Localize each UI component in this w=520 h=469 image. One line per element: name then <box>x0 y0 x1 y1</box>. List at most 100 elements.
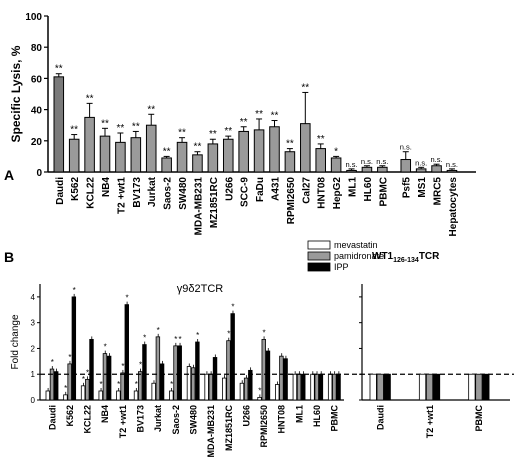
x-tick-label-b: HL60 <box>312 405 322 427</box>
star-b: * <box>157 326 160 335</box>
legend-label: mevastatin <box>334 240 378 250</box>
bar-b <box>71 296 77 401</box>
bar-a <box>346 169 357 173</box>
significance-label-a: ** <box>301 82 309 93</box>
bar-b <box>222 377 227 401</box>
bar-a <box>377 166 388 173</box>
bar-b2 <box>432 373 441 401</box>
bar-b <box>279 355 284 401</box>
bar-b <box>106 355 112 401</box>
bar-a <box>115 141 126 173</box>
bar-b <box>239 382 245 401</box>
bar-b <box>173 345 178 401</box>
bar-b <box>54 371 59 401</box>
title-suffix-b2: TCR <box>419 251 440 262</box>
title-main-b2: WT1 <box>372 251 394 262</box>
y-axis-label-a: Specific Lysis, % <box>9 45 23 142</box>
significance-label-a: n.s. <box>415 158 427 167</box>
y-tick-label-b: 0 <box>31 396 36 405</box>
star-b: * <box>68 353 71 362</box>
x-tick-label-a: KCL22 <box>86 177 97 209</box>
y-tick-label-b: 2 <box>31 344 36 353</box>
star-b: * <box>126 294 129 303</box>
star-b: * <box>51 358 54 367</box>
bar-b <box>98 390 103 401</box>
bar-b2 <box>468 373 476 401</box>
significance-label-a: ** <box>86 93 94 104</box>
chart-title-b: γ9δ2TCR <box>177 283 224 295</box>
bar-b <box>138 371 143 401</box>
star-b: * <box>82 375 85 384</box>
bar-b <box>85 378 90 401</box>
significance-label-a: * <box>334 146 338 157</box>
bar-b2 <box>376 373 384 401</box>
bar-b <box>336 373 341 401</box>
significance-label-a: ** <box>132 121 140 132</box>
significance-label-a: ** <box>147 104 155 115</box>
significance-label-a: ** <box>209 129 217 140</box>
x-tick-label-b: KCL22 <box>83 405 93 434</box>
x-tick-label-b: Jurkat <box>153 405 163 432</box>
significance-label-a: ** <box>55 64 63 75</box>
bar-a <box>145 124 157 173</box>
title-sub-b2: 126-134 <box>393 257 419 264</box>
x-tick-label-a: RPMI2650 <box>286 177 297 225</box>
legend-swatch <box>307 240 331 250</box>
bar-b <box>155 336 161 401</box>
x-tick-label-a: SW480 <box>178 177 189 210</box>
x-tick-label-a: Hepatocytes <box>448 177 459 237</box>
x-tick-label-b: RPMI2650 <box>259 405 269 448</box>
bar-b <box>195 341 200 401</box>
x-tick-label-a: Psf5 <box>402 177 413 199</box>
x-tick-label-b: Saos-2 <box>171 405 181 435</box>
bar-b <box>67 363 72 401</box>
y-tick-label-b: 4 <box>31 293 36 302</box>
bar-b <box>257 397 262 401</box>
bar-b2 <box>425 373 434 401</box>
bar-b <box>208 373 214 401</box>
x-tick-label-b: BV173 <box>136 405 146 433</box>
significance-label-a: n.s. <box>361 157 373 166</box>
bar-b <box>296 373 302 401</box>
significance-label-a: ** <box>163 146 171 157</box>
bar-a <box>300 123 311 173</box>
star-b: * <box>170 380 173 389</box>
y-tick-label-a: 40 <box>31 106 43 117</box>
bar-b <box>318 373 324 401</box>
bar-a <box>176 141 188 173</box>
bar-b <box>230 313 235 401</box>
significance-label-a: ** <box>117 123 125 134</box>
x-tick-label-b: ML1 <box>294 405 304 423</box>
bar-a <box>53 76 65 173</box>
y-tick-label-a: 80 <box>31 43 43 54</box>
y-tick-label-a: 60 <box>31 74 43 85</box>
bar-b <box>124 304 129 401</box>
significance-label-a: ** <box>317 134 325 145</box>
bar-a <box>431 165 442 173</box>
y-tick-label-a: 100 <box>25 12 42 23</box>
x-tick-label-b: Daudi <box>47 405 57 430</box>
x-tick-label-b: T2 +wt1 <box>118 405 128 438</box>
significance-label-a: n.s. <box>446 160 458 169</box>
x-tick-label-b: PBMC <box>330 405 340 432</box>
star-b: * <box>143 334 146 343</box>
bar-b <box>120 372 125 401</box>
bar-b <box>102 353 108 401</box>
star-b: * <box>196 331 199 340</box>
x-tick-label-a: PBMC <box>378 177 389 206</box>
x-tick-label-a: ML1 <box>348 177 359 197</box>
bar-b <box>177 345 182 401</box>
x-tick-label-a: HepG2 <box>332 177 343 210</box>
star-b: * <box>227 330 230 339</box>
x-tick-label-a: Daudi <box>55 177 66 205</box>
bar-b <box>275 384 280 401</box>
significance-label-a: ** <box>224 126 232 137</box>
bar-a <box>400 159 412 173</box>
x-tick-label-a: NB4 <box>101 177 112 197</box>
x-tick-label-b: SW480 <box>188 405 198 435</box>
bar-a <box>68 138 80 173</box>
x-tick-label-a: SCC-9 <box>240 177 251 207</box>
bar-b <box>133 390 139 401</box>
